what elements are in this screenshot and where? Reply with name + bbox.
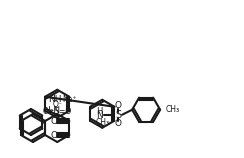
Text: H: H <box>96 107 102 116</box>
Text: N: N <box>96 111 102 120</box>
Text: Na⁺: Na⁺ <box>62 95 77 104</box>
Text: O: O <box>115 101 122 110</box>
Text: O⁻: O⁻ <box>52 100 62 109</box>
Text: O: O <box>51 131 58 140</box>
Text: O=S=O: O=S=O <box>43 107 72 116</box>
Text: H₂N: H₂N <box>43 106 60 115</box>
Text: O: O <box>115 119 122 128</box>
Text: O: O <box>51 116 58 125</box>
Text: S: S <box>115 110 121 120</box>
Text: CH₃: CH₃ <box>166 105 180 114</box>
Text: CH₃: CH₃ <box>95 118 109 127</box>
Text: NH: NH <box>48 95 62 104</box>
